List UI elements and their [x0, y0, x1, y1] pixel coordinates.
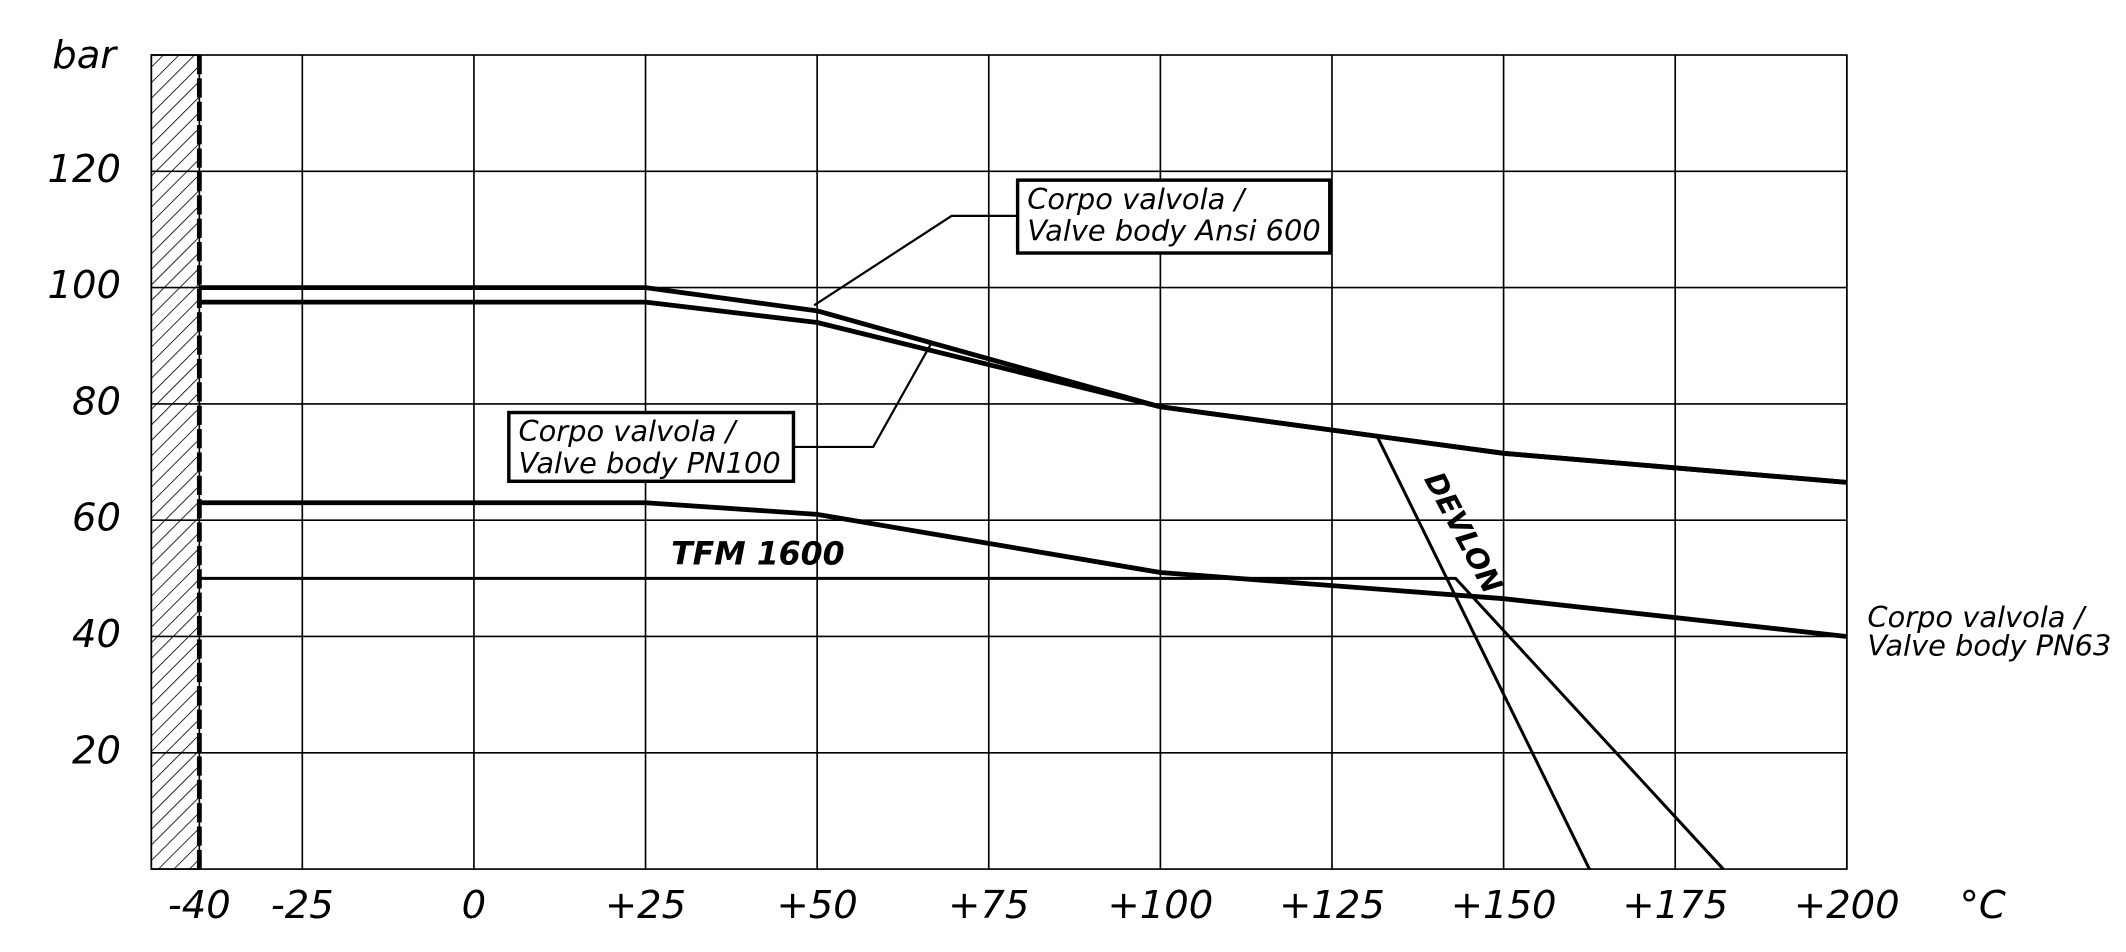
x-tick-label: 0 [462, 883, 486, 928]
y-tick-label: 120 [48, 147, 122, 192]
annotation-text: Corpo valvola / [1867, 600, 2087, 634]
series-line [199, 576, 1725, 871]
x-axis-label: °C [1960, 883, 2006, 928]
y-tick-label: 20 [72, 728, 121, 773]
x-tick-label: +100 [1107, 883, 1213, 928]
x-tick-label: +125 [1279, 883, 1385, 928]
annotation-text: Valve body PN63 [1867, 629, 2111, 663]
series-line [199, 299, 1848, 485]
leader-line [793, 343, 932, 449]
hatched-zone [150, 54, 201, 870]
x-tick-label: +150 [1451, 883, 1557, 928]
x-tick-label: +25 [605, 883, 686, 928]
x-tick-label: -25 [271, 883, 334, 928]
annotation-text: Valve body Ansi 600 [1027, 213, 1321, 247]
y-tick-label: 40 [72, 612, 121, 657]
y-tick-label: 60 [72, 496, 121, 541]
annotation-text: TFM 1600 [671, 537, 845, 573]
leader-line [813, 214, 1018, 307]
series-line [199, 285, 1848, 485]
y-tick-label: 80 [72, 379, 121, 424]
annotation-text: Corpo valvola / [518, 414, 738, 448]
series-line [199, 500, 1848, 639]
annotation-text: Valve body PN100 [518, 446, 780, 480]
y-tick-label: 100 [48, 263, 122, 308]
y-axis-label: bar [52, 33, 118, 78]
series-line [1375, 434, 1591, 870]
x-tick-label: +75 [948, 883, 1029, 928]
x-tick-label: +175 [1622, 883, 1728, 928]
x-tick-label: +200 [1794, 883, 1900, 928]
annotation-text: Corpo valvola / [1027, 182, 1247, 216]
x-tick-label: +50 [777, 883, 858, 928]
x-tick-label: -40 [168, 883, 231, 928]
